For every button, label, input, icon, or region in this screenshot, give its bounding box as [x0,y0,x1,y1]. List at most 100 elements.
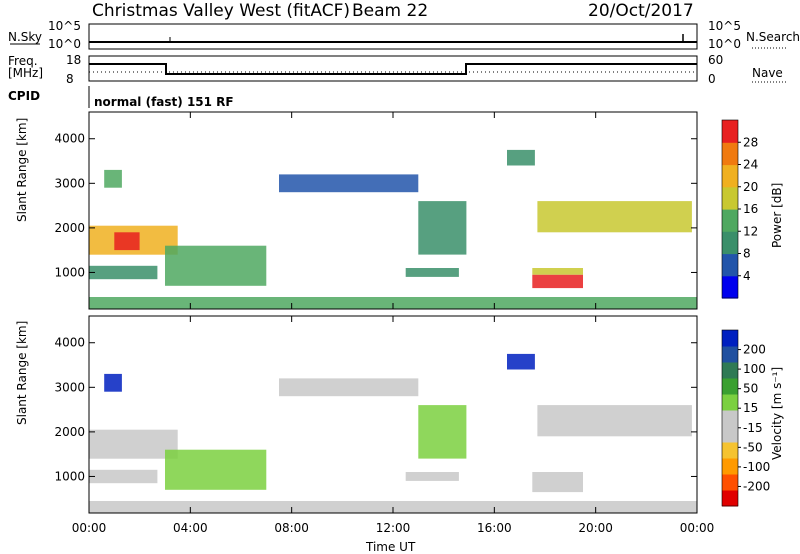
velocity-colorbar-tick-label: -15 [743,421,763,435]
power-colorbar-segment [722,209,738,232]
power-panel: 4000 3000 2000 1000 [54,111,698,310]
power-colorbar-tick-label: 12 [743,224,758,238]
velocity-colorbar-segment [722,474,738,491]
velocity-echo-region [405,472,459,481]
velocity-colorbar-segment [722,394,738,411]
freq-unit-label: [MHz] [8,66,44,80]
velocity-echo-region [537,405,692,437]
velocity-colorbar-segment [722,410,738,427]
power-colorbar-segment [722,231,738,255]
power-echo-region [507,149,535,166]
power-echo-region [532,274,583,289]
velocity-colorbar-tick-label: 200 [743,343,766,357]
x-tick-label: 20:00 [578,521,613,535]
velocity-panel: 4000 3000 2000 1000 00:00 04:00 08:00 12:00 16:0… [54,315,715,535]
velocity-colorbar-segment [722,426,738,443]
velocity-colorbar-segment [722,378,738,395]
date-label: 20/Oct/2017 [588,1,694,21]
x-tick-label: 16:00 [477,521,512,535]
nsky-label: N.Sky [8,30,43,44]
power-echo-region [104,169,122,188]
velocity-echo-region [279,378,419,397]
x-tick-label: 08:00 [274,521,309,535]
power-colorbar: 28 24 20 16 12 8 4 [721,119,758,299]
freq-tick-top: 18 [66,53,82,67]
velocity-ylabel: Slant Range [km] [15,320,29,425]
power-colorbar-tick-label: 28 [743,135,758,149]
power-y-tick-label: 2000 [54,221,85,235]
power-echo-region [405,268,459,277]
velocity-colorbar-segment [722,346,738,363]
x-tick-label: 00:00 [72,521,107,535]
velocity-colorbar-label: Velocity [m s⁻¹] [770,366,784,460]
beam-label: Beam 22 [352,1,429,21]
freq-tick-bottom: 8 [66,72,74,86]
power-colorbar-segment [722,142,738,166]
velocity-colorbar-tick-label: 100 [743,362,766,376]
power-echo-region [114,232,140,251]
power-colorbar-tick-label: 20 [743,180,758,194]
power-colorbar-tick-label: 8 [743,247,751,261]
station-title: Christmas Valley West (fitACF) [92,1,351,21]
velocity-echo-region [89,429,178,459]
velocity-y-tick-label: 2000 [54,425,85,439]
velocity-echo-region [165,449,267,490]
nsky-tick-top: 10^5 [48,19,81,33]
power-colorbar-tick-label: 16 [743,202,758,216]
nsky-panel [10,23,788,50]
velocity-colorbar-tick-label: 50 [743,382,758,396]
velocity-y-tick-label: 3000 [54,380,85,394]
power-echo-region [89,265,158,280]
nave-label: Nave [752,66,783,80]
power-colorbar-label: Power [dB] [770,182,784,248]
nsearch-tick-top: 10^5 [708,19,741,33]
velocity-colorbar-tick-label: -200 [743,479,770,493]
power-y-tick-label: 1000 [54,265,85,279]
cpid-text: normal (fast) 151 RF [94,95,234,109]
power-colorbar-segment [722,164,738,188]
velocity-colorbar-tick-label: -100 [743,460,770,474]
velocity-echo-region [89,469,158,484]
velocity-echo-region [418,405,467,459]
power-ylabel: Slant Range [km] [15,117,29,222]
velocity-colorbar-frame [721,329,739,507]
velocity-colorbar-segment [722,362,738,379]
power-y-tick-label: 4000 [54,132,85,146]
velocity-colorbar-segment [722,458,738,475]
velocity-echo-region [532,472,583,493]
velocity-echo-region [104,373,122,392]
nave-tick-top: 60 [708,53,724,67]
power-colorbar-segment [722,253,738,277]
nave-tick-bottom: 0 [708,72,716,86]
velocity-colorbar-segment [722,330,738,347]
freq-label: Freq. [8,54,38,68]
velocity-colorbar-tick-label: 15 [743,401,758,415]
freq-panel [88,55,786,83]
velocity-colorbar-segment [722,490,738,507]
velocity-echo-region [507,353,535,370]
velocity-y-tick-label: 1000 [54,469,85,483]
nsearch-tick-bottom: 10^0 [708,37,741,51]
power-colorbar-segment [722,275,738,299]
power-colorbar-segment [722,186,738,210]
velocity-y-tick-label: 4000 [54,336,85,350]
nsearch-label: N.Search [746,30,800,44]
power-colorbar-tick-label: 4 [743,269,751,283]
power-echo-region [418,201,467,255]
cpid-label: CPID [8,89,41,103]
power-y-tick-label: 3000 [54,176,85,190]
velocity-colorbar: 200 100 50 15 -15 -50 -100 -200 [721,329,770,507]
velocity-colorbar-tick-label: -50 [743,440,763,454]
power-echo-region [532,268,583,275]
x-tick-label: 00:00 [680,521,715,535]
power-colorbar-segment [722,120,738,143]
power-colorbar-tick-label: 24 [743,158,758,172]
x-axis-label: Time UT [366,540,416,554]
power-echo-region [537,201,692,233]
power-echo-region [165,245,267,286]
velocity-colorbar-segment [722,442,738,459]
x-tick-label: 12:00 [376,521,411,535]
x-tick-label: 04:00 [173,521,208,535]
nsky-tick-bottom: 10^0 [48,37,81,51]
